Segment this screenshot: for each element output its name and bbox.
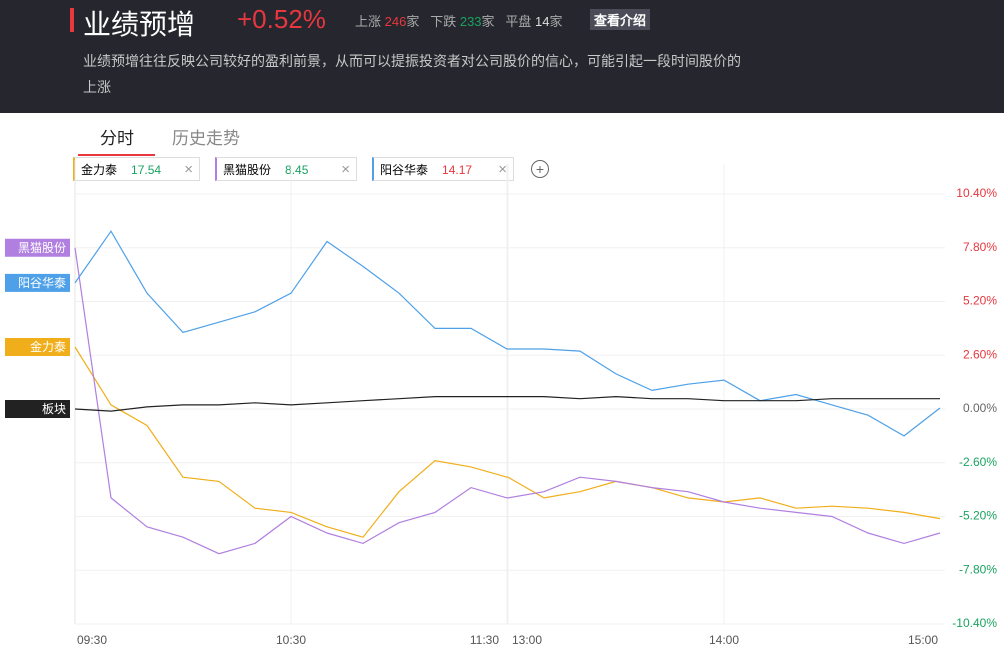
tag-label: 板块: [42, 402, 66, 416]
y-tick-label: -7.80%: [959, 562, 997, 576]
y-tick-label: -5.20%: [959, 509, 997, 523]
tag-bg: [5, 238, 70, 257]
legend-price: 14.17: [442, 163, 473, 177]
legend-item[interactable]: 黑猫股份 8.45 ×: [215, 157, 357, 181]
label: 平盘: [505, 14, 532, 29]
tag-label: 阳谷华泰: [18, 276, 66, 290]
series-tag: 阳谷华泰: [5, 273, 70, 292]
legend-name: 金力泰: [81, 163, 118, 177]
unit: 家: [481, 14, 495, 29]
tag-bg: [5, 337, 70, 356]
y-tick-label: -2.60%: [959, 455, 997, 469]
count: 233: [459, 14, 482, 29]
label: 上涨: [355, 14, 382, 29]
x-tick-label: 09:30: [77, 633, 107, 647]
legend-price: 8.45: [285, 163, 309, 177]
legend-item[interactable]: 阳谷华泰 14.17 ×: [372, 157, 514, 181]
stats: 上涨 246家 下跌 233家 平盘 14家: [355, 11, 563, 30]
series-line: [74, 247, 941, 555]
intro-button[interactable]: 查看介绍: [590, 9, 651, 30]
y-tick-label: 0.00%: [963, 401, 997, 415]
legend-name: 阳谷华泰: [380, 163, 429, 177]
close-icon[interactable]: ×: [341, 161, 350, 178]
close-icon[interactable]: ×: [184, 161, 193, 178]
label: 下跌: [430, 14, 457, 29]
x-tick-label: 13:00: [512, 633, 542, 647]
description: 业绩预增往往反映公司较好的盈利前景，从而可以提振投资者对公司股价的信心，可能引起…: [83, 53, 741, 95]
count: 246: [384, 14, 407, 29]
y-tick-label: 5.20%: [963, 294, 997, 308]
legend-price: 17.54: [131, 163, 162, 177]
header: 业绩预增 +0.52% 上涨 246家 下跌 233家 平盘 14家 查看介绍 …: [0, 0, 1004, 113]
x-tick-label: 14:00: [709, 633, 739, 647]
unit: 家: [549, 14, 563, 29]
title: 业绩预增: [83, 9, 196, 40]
series-line: [74, 230, 941, 437]
x-tick-label: 11:30: [470, 633, 499, 647]
tab[interactable]: 历史走势: [172, 129, 240, 148]
accent-bar: [70, 8, 74, 32]
x-tick-label: 15:00: [908, 633, 938, 647]
add-button[interactable]: +: [531, 160, 549, 178]
close-icon[interactable]: ×: [498, 161, 507, 178]
unit: 家: [406, 14, 420, 29]
tab[interactable]: 分时: [100, 129, 134, 148]
legend-item[interactable]: 金力泰 17.54 ×: [73, 157, 200, 181]
tag-bg: [5, 273, 70, 292]
tab-underline: [78, 154, 155, 156]
y-tick-label: -10.40%: [952, 616, 997, 630]
y-tick-label: 2.60%: [963, 347, 997, 361]
y-tick-label: 7.80%: [963, 240, 997, 254]
series-tag: 板块: [5, 400, 70, 418]
series-line: [74, 346, 941, 538]
tag-bg: [5, 400, 70, 418]
tag-label: 黑猫股份: [18, 241, 66, 255]
series-line: [74, 395, 940, 412]
tag-label: 金力泰: [30, 339, 66, 354]
count: 14: [535, 14, 550, 29]
series-tag: 黑猫股份: [5, 238, 70, 257]
x-tick-label: 10:30: [276, 633, 306, 647]
legend-name: 黑猫股份: [223, 163, 272, 177]
series-tag: 金力泰: [5, 337, 70, 356]
change: +0.52%: [237, 4, 326, 34]
y-tick-label: 10.40%: [956, 186, 997, 200]
